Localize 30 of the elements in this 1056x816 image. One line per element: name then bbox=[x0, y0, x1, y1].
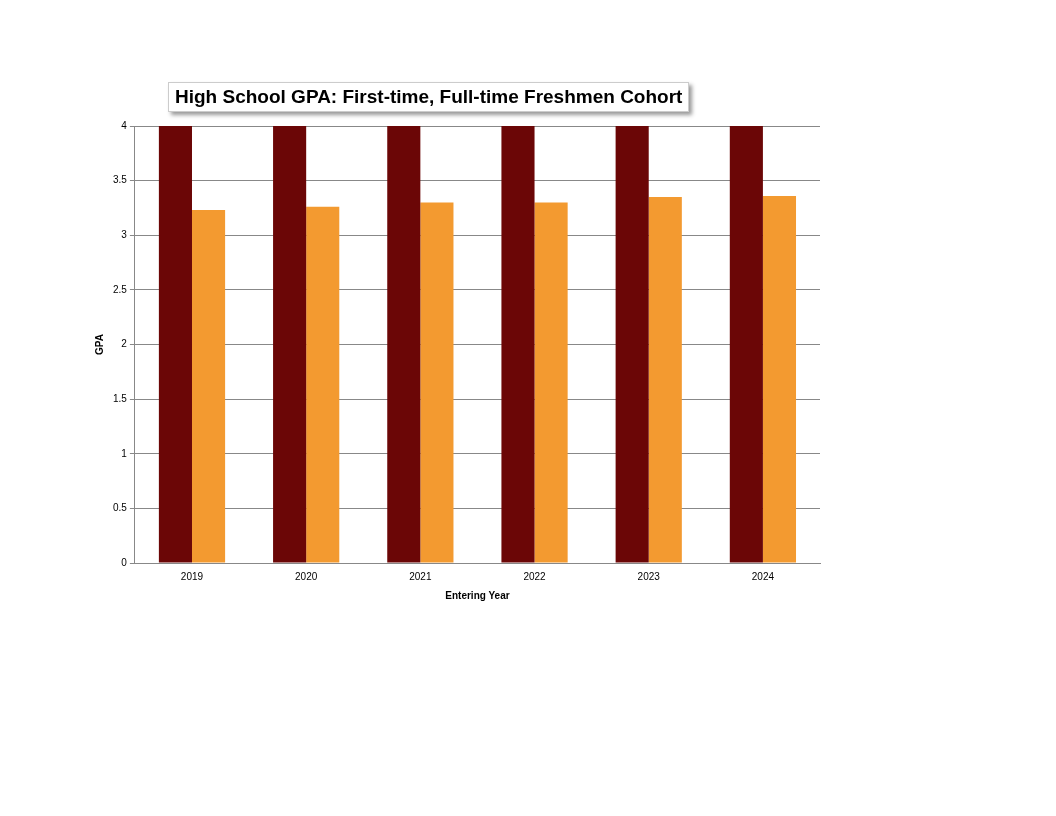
x-tick-label: 2022 bbox=[523, 570, 547, 582]
x-axis-title: Entering Year bbox=[445, 589, 510, 601]
y-tick-label: 4 bbox=[121, 119, 128, 131]
x-tick-label: 2019 bbox=[180, 570, 204, 582]
bar bbox=[191, 210, 226, 563]
y-tick-label: 1.5 bbox=[113, 392, 128, 404]
bar bbox=[273, 126, 307, 563]
y-tick-label: 2 bbox=[121, 338, 128, 350]
bar bbox=[158, 126, 192, 563]
y-axis-title: GPA bbox=[93, 334, 105, 355]
bar bbox=[501, 126, 535, 563]
y-tick-label: 1 bbox=[121, 447, 128, 459]
bar bbox=[615, 126, 649, 563]
y-tick-label: 3 bbox=[121, 229, 128, 240]
bar bbox=[534, 202, 568, 563]
bar bbox=[729, 126, 763, 563]
bar bbox=[420, 202, 454, 563]
bar bbox=[762, 195, 797, 563]
x-tick-label: 2020 bbox=[295, 570, 318, 582]
chart-title: High School GPA: First-time, Full-time Freshmen Cohort bbox=[168, 82, 690, 112]
y-tick-label: 0.5 bbox=[113, 502, 128, 514]
y-tick-label: 3.5 bbox=[113, 174, 128, 186]
y-tick-label: 0 bbox=[121, 556, 128, 568]
x-tick-label: 2021 bbox=[409, 570, 432, 582]
bar bbox=[306, 206, 340, 563]
bar bbox=[387, 126, 421, 563]
x-tick-label: 2023 bbox=[637, 570, 661, 582]
y-tick-label: 2.5 bbox=[113, 283, 128, 295]
bar bbox=[648, 197, 682, 563]
x-tick-label: 2024 bbox=[751, 570, 775, 582]
